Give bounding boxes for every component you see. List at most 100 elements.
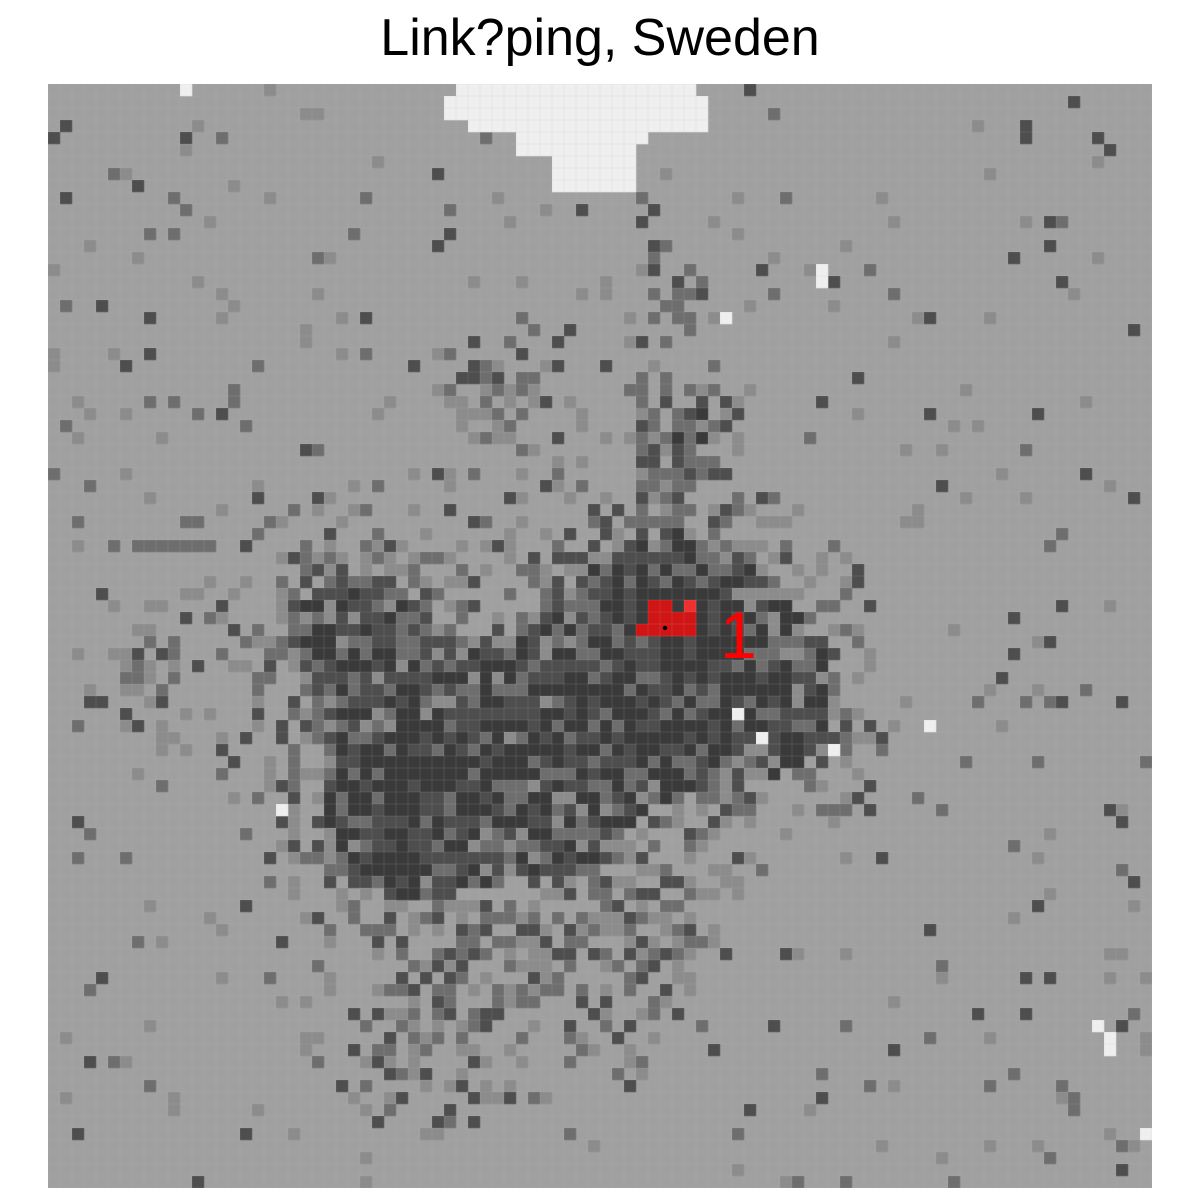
populated-cell bbox=[540, 480, 553, 493]
populated-cell bbox=[960, 492, 973, 505]
populated-cell bbox=[708, 660, 721, 673]
populated-cell bbox=[732, 672, 745, 685]
populated-cell bbox=[540, 852, 553, 865]
populated-cell bbox=[492, 648, 505, 661]
populated-cell bbox=[576, 672, 589, 685]
populated-cell bbox=[216, 504, 229, 517]
populated-cell bbox=[564, 672, 577, 685]
populated-cell bbox=[624, 432, 637, 445]
populated-cell bbox=[1116, 864, 1129, 877]
populated-cell bbox=[492, 372, 505, 385]
populated-cell bbox=[480, 852, 493, 865]
populated-cell bbox=[552, 756, 565, 769]
populated-cell bbox=[480, 840, 493, 853]
populated-cell bbox=[816, 1092, 829, 1105]
populated-cell bbox=[336, 1080, 349, 1093]
populated-cell bbox=[684, 720, 697, 733]
populated-cell bbox=[648, 360, 661, 373]
populated-cell bbox=[324, 756, 337, 769]
populated-cell bbox=[324, 636, 337, 649]
populated-cell bbox=[732, 396, 745, 409]
lake-cell bbox=[576, 180, 589, 193]
populated-cell bbox=[600, 768, 613, 781]
populated-cell bbox=[696, 744, 709, 757]
populated-cell bbox=[384, 732, 397, 745]
populated-cell bbox=[576, 804, 589, 817]
populated-cell bbox=[564, 888, 577, 901]
populated-cell bbox=[360, 744, 373, 757]
populated-cell bbox=[1020, 132, 1033, 145]
populated-cell bbox=[408, 924, 421, 937]
populated-cell bbox=[384, 780, 397, 793]
populated-cell bbox=[600, 672, 613, 685]
populated-cell bbox=[552, 744, 565, 757]
populated-cell bbox=[876, 744, 889, 757]
populated-cell bbox=[660, 756, 673, 769]
populated-cell bbox=[828, 708, 841, 721]
population-grid-map[interactable]: 1 bbox=[48, 84, 1152, 1188]
populated-cell bbox=[528, 552, 541, 565]
populated-cell bbox=[564, 792, 577, 805]
populated-cell bbox=[720, 768, 733, 781]
populated-cell bbox=[312, 696, 325, 709]
populated-cell bbox=[504, 984, 517, 997]
populated-cell bbox=[348, 840, 361, 853]
populated-cell bbox=[708, 540, 721, 553]
populated-cell bbox=[744, 384, 757, 397]
road-cell bbox=[648, 516, 661, 529]
populated-cell bbox=[420, 696, 433, 709]
lake-cell bbox=[468, 84, 481, 97]
populated-cell bbox=[696, 888, 709, 901]
populated-cell bbox=[720, 516, 733, 529]
populated-cell bbox=[816, 600, 829, 613]
populated-cell bbox=[600, 900, 613, 913]
populated-cell bbox=[624, 984, 637, 997]
populated-cell bbox=[552, 816, 565, 829]
populated-cell bbox=[276, 552, 289, 565]
populated-cell bbox=[468, 744, 481, 757]
populated-cell bbox=[936, 444, 949, 457]
lake-cell bbox=[576, 120, 589, 133]
populated-cell bbox=[636, 972, 649, 985]
populated-cell bbox=[360, 756, 373, 769]
populated-cell bbox=[348, 876, 361, 889]
populated-cell bbox=[660, 864, 673, 877]
populated-cell bbox=[504, 996, 517, 1009]
populated-cell bbox=[528, 984, 541, 997]
populated-cell bbox=[72, 432, 85, 445]
populated-cell bbox=[684, 912, 697, 925]
populated-cell bbox=[996, 672, 1009, 685]
populated-cell bbox=[468, 1092, 481, 1105]
populated-cell bbox=[168, 396, 181, 409]
populated-cell bbox=[324, 660, 337, 673]
populated-cell bbox=[456, 564, 469, 577]
populated-cell bbox=[492, 360, 505, 373]
populated-cell bbox=[360, 1056, 373, 1069]
lake-cell bbox=[576, 168, 589, 181]
populated-cell bbox=[732, 552, 745, 565]
populated-cell bbox=[372, 756, 385, 769]
populated-cell bbox=[552, 792, 565, 805]
populated-cell bbox=[348, 696, 361, 709]
populated-cell bbox=[384, 744, 397, 757]
populated-cell bbox=[408, 1008, 421, 1021]
populated-cell bbox=[948, 1176, 961, 1188]
populated-cell bbox=[348, 900, 361, 913]
populated-cell bbox=[588, 648, 601, 661]
populated-cell bbox=[420, 744, 433, 757]
populated-cell bbox=[624, 804, 637, 817]
populated-cell bbox=[996, 468, 1009, 481]
lake-cell bbox=[600, 96, 613, 109]
populated-cell bbox=[516, 852, 529, 865]
populated-cell bbox=[552, 912, 565, 925]
populated-cell bbox=[840, 576, 853, 589]
populated-cell bbox=[264, 972, 277, 985]
populated-cell bbox=[732, 648, 745, 661]
populated-cell bbox=[384, 672, 397, 685]
populated-cell bbox=[516, 720, 529, 733]
populated-cell bbox=[816, 1068, 829, 1081]
populated-cell bbox=[600, 660, 613, 673]
populated-cell bbox=[720, 816, 733, 829]
populated-cell bbox=[408, 672, 421, 685]
populated-cell bbox=[720, 720, 733, 733]
